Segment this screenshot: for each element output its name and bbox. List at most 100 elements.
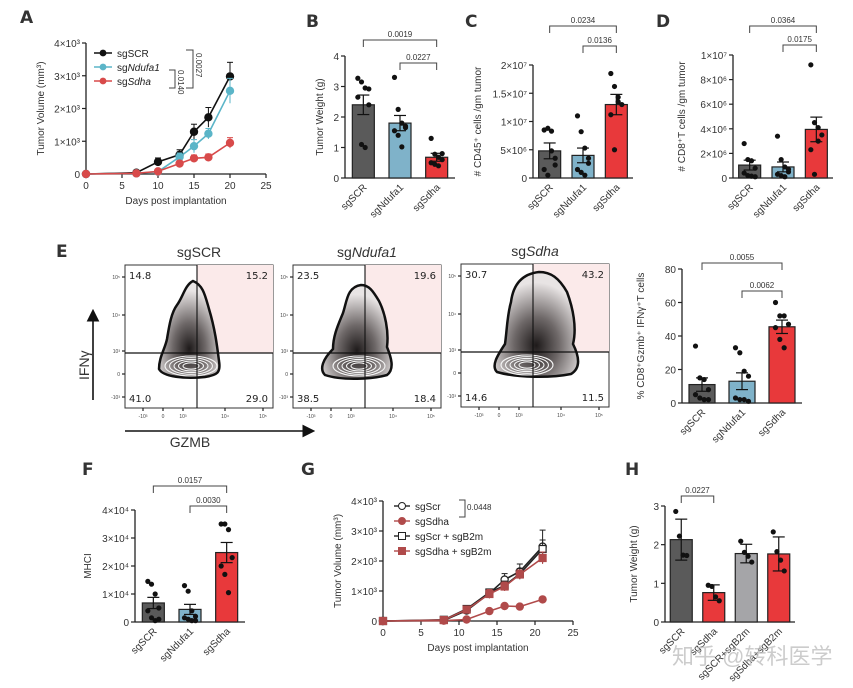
x-category-label: sgNdufa1 [710,407,748,445]
legend-marker [398,547,406,555]
y-tick-label: 3 [653,502,659,513]
data-point [752,165,758,171]
data-point [189,608,195,614]
panel-label-a: A [20,8,34,28]
x-tick-label: 10³ [179,414,187,420]
y-tick-label: 10³ [113,349,121,355]
y-tick-label: 0 [285,372,288,378]
data-point [185,588,191,594]
data-point [439,615,448,625]
significance-bracket [701,262,783,270]
y-tick-label: 2×10³ [54,105,81,116]
x-tick-label: 15 [188,181,200,192]
data-point [500,582,509,591]
y-tick-label: 4 [333,52,339,63]
quadrant-lower-left: 41.0 [129,394,151,405]
data-point [204,113,213,122]
data-point [485,589,494,599]
legend-marker [99,63,107,71]
y-tick-label: 2×10⁶ [700,149,727,160]
x-category-label: sgSCR [678,407,708,437]
data-point [738,538,744,544]
data-point [153,157,163,167]
legend-marker [398,517,406,525]
data-point [399,120,405,126]
significance-bracket [399,62,438,70]
x-tick-label: 20 [224,181,236,192]
p-value-label: 0.0027 [194,53,203,78]
data-point [745,553,751,559]
data-point [548,128,555,134]
legend-label: sgNdufa1 [117,63,160,74]
y-axis-label: Tumor Weight (g) [315,78,326,155]
data-point [402,125,409,131]
legend-gene: Sdha [128,77,152,88]
panel-label-b: B [306,12,319,32]
contour-ring [345,360,373,372]
x-tick-label: 10³ [515,413,523,419]
y-tick-label: 2×10⁷ [501,61,528,72]
data-point [378,616,388,626]
y-tick-label: 0 [117,372,120,378]
x-tick-label: 20 [529,628,541,639]
data-point [515,570,524,579]
data-point [358,79,365,85]
y-tick-label: 10³ [281,349,289,355]
quadrant-lower-right: 18.4 [414,394,436,405]
data-point [81,169,91,179]
x-tick-label: 25 [567,628,579,639]
legend-label: sgSCR [117,49,149,60]
y-axis-label: Tumor Weight (g) [629,525,640,602]
y-axis-label: % CD8⁺Gzmb⁺ IFNγ⁺T cells [636,273,647,400]
data-point [781,313,787,319]
data-point [485,606,494,616]
data-point [748,158,755,164]
quadrant-upper-right: 19.6 [414,271,436,282]
data-point [697,375,703,381]
data-point [741,549,748,556]
p-value-label: 0.0364 [771,16,796,25]
x-category-label: sgSdha [756,407,788,439]
data-point [229,555,235,561]
x-tick-label: 10 [152,181,164,192]
y-tick-label: 2×10³ [351,557,378,568]
data-point [774,133,781,139]
legend-prefix: sg [117,63,128,74]
chart-panel-g: 0 1×10³ 2×10³ 3×10³ 4×10³ 0 5 10 15 20 25 Days post… [333,497,579,654]
title-gene: Ndufa1 [352,244,397,260]
x-axis-label: GZMB [170,434,210,450]
y-tick-label: 10⁴ [280,313,288,319]
p-value-label: 0.0234 [571,16,596,25]
x-axis-label: Days post implantation [427,643,528,654]
y-tick-label: -10³ [447,394,456,400]
x-tick-label: 0 [83,181,89,192]
y-tick-label: 10³ [449,348,457,354]
flow-plot-title: sgSCR [177,244,221,260]
data-point [192,618,199,624]
data-point [366,102,372,108]
data-point [355,75,361,81]
data-point [781,345,787,351]
x-tick-label: 10⁵ [427,414,435,420]
significance-bracket [169,69,176,89]
y-axis-label: MHCI [83,553,94,579]
data-point [225,590,232,596]
significance-bracket [186,49,194,89]
data-point [608,70,614,77]
y-tick-label: 1 [653,579,659,590]
significance-bracket [362,39,438,47]
data-point [399,144,405,150]
chart-panel-d: 0 2×10⁶ 4×10⁶ 6×10⁶ 8×10⁶ 1×10⁷ # CD8⁺T cells … [677,16,833,220]
data-point [189,618,195,624]
contour-ring [336,357,382,375]
significance-bracket [459,499,466,518]
contour-ring [182,362,200,370]
data-point [701,376,707,383]
data-point [395,132,401,138]
quadrant-lower-left: 38.5 [297,394,319,405]
contour-ring [173,358,209,374]
data-point [435,154,442,160]
y-axis-label: IFNγ [76,350,92,380]
data-point [204,129,213,138]
